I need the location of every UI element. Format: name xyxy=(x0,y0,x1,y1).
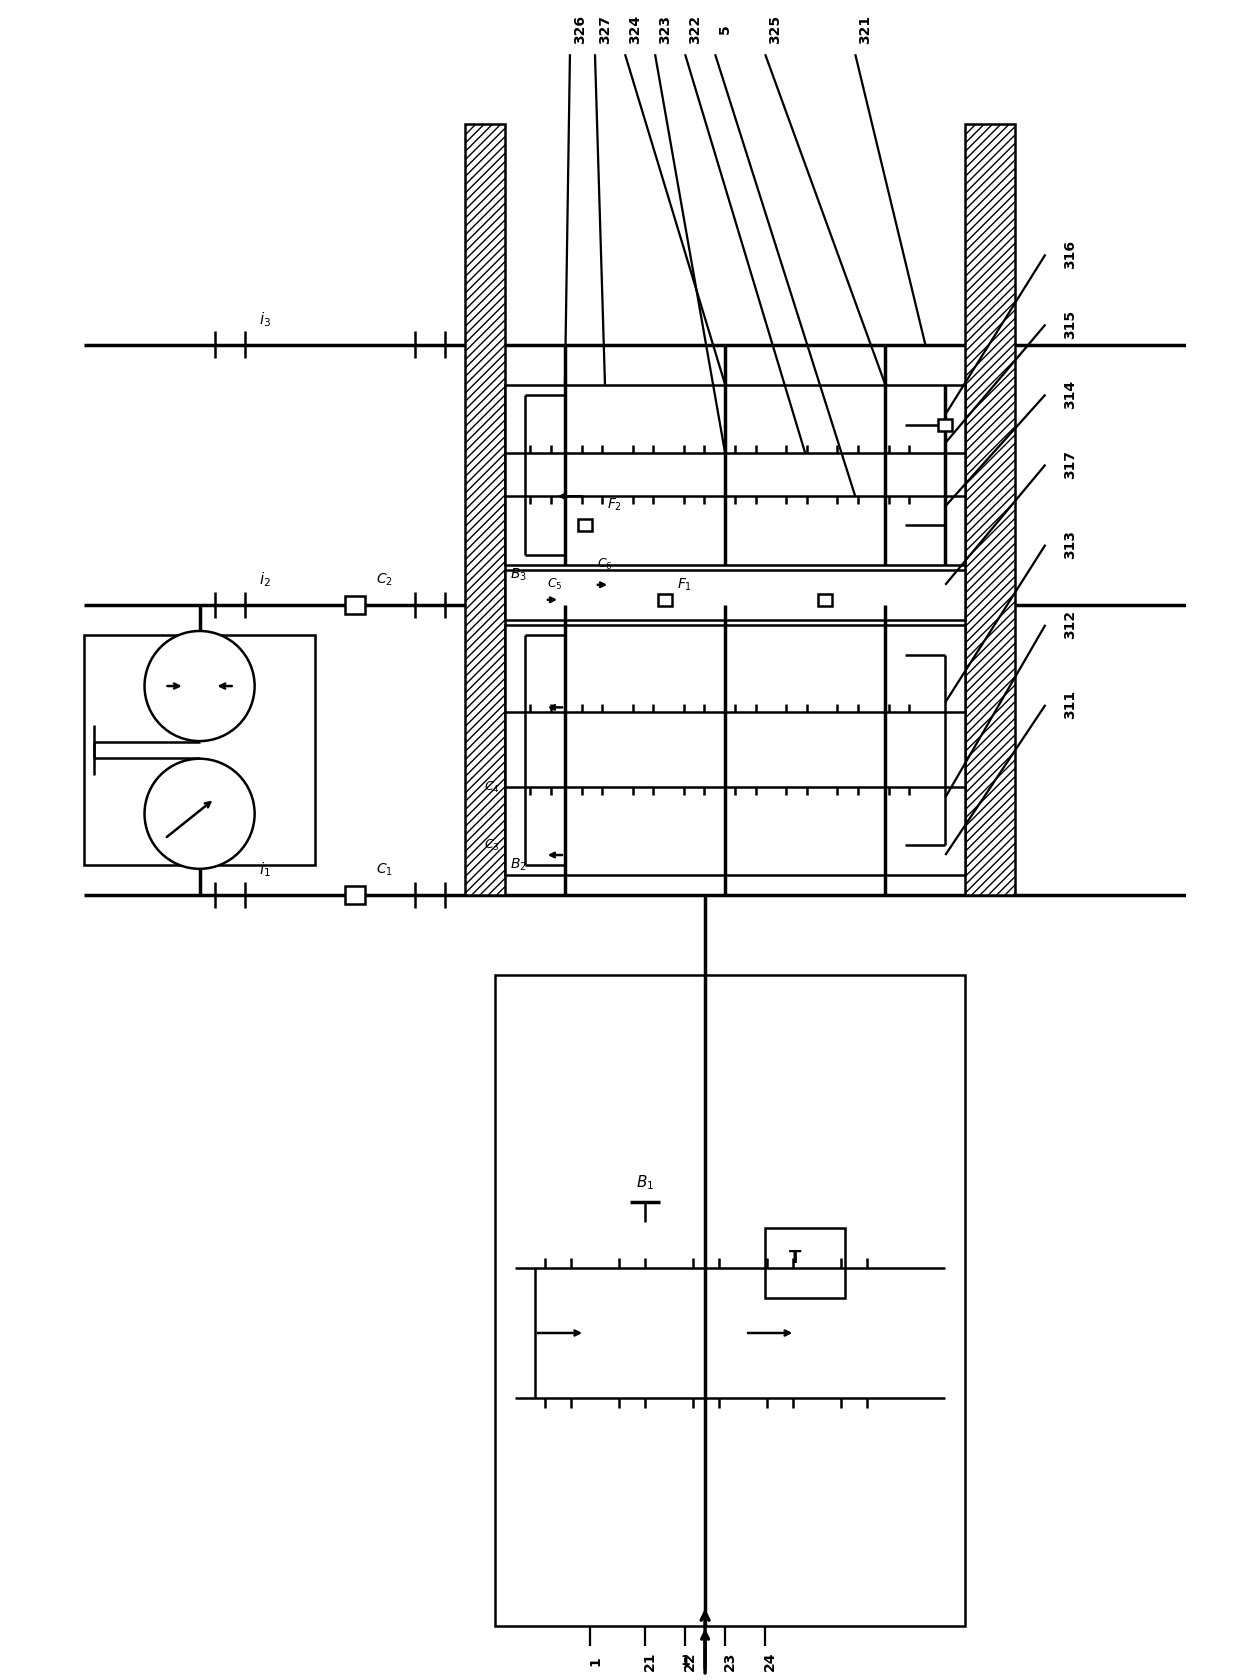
Text: $i_1$: $i_1$ xyxy=(259,860,270,879)
Text: 323: 323 xyxy=(658,15,672,44)
Text: $F_1$: $F_1$ xyxy=(677,576,693,593)
Bar xyxy=(495,974,966,1626)
Text: $C_4$: $C_4$ xyxy=(484,780,500,795)
Text: 311: 311 xyxy=(1064,690,1078,719)
Bar xyxy=(84,635,315,865)
Bar xyxy=(818,593,832,606)
Text: 324: 324 xyxy=(627,15,642,44)
Circle shape xyxy=(145,632,254,741)
Text: $i_3$: $i_3$ xyxy=(259,311,270,329)
Text: $B_1$: $B_1$ xyxy=(636,1173,655,1191)
Bar xyxy=(465,124,505,895)
Text: 22: 22 xyxy=(683,1651,697,1670)
Text: 314: 314 xyxy=(1064,380,1078,410)
Circle shape xyxy=(145,759,254,869)
Text: 316: 316 xyxy=(1064,240,1078,269)
Bar xyxy=(658,593,672,606)
Text: 321: 321 xyxy=(858,15,872,44)
Text: $C_6$: $C_6$ xyxy=(598,558,613,573)
Text: $F_2$: $F_2$ xyxy=(608,497,622,512)
Text: $C_3$: $C_3$ xyxy=(485,837,500,852)
Text: $C_2$: $C_2$ xyxy=(376,571,393,588)
Text: 326: 326 xyxy=(573,15,587,44)
Bar xyxy=(505,385,966,564)
Text: T: T xyxy=(789,1248,801,1267)
Text: 312: 312 xyxy=(1064,610,1078,640)
Bar xyxy=(505,570,966,620)
Text: 21: 21 xyxy=(644,1651,657,1670)
Text: $i_2$: $i_2$ xyxy=(259,571,270,590)
Text: 313: 313 xyxy=(1064,531,1078,559)
Bar xyxy=(765,1228,846,1299)
Text: 23: 23 xyxy=(723,1651,737,1670)
Bar xyxy=(505,625,966,875)
Text: 1: 1 xyxy=(681,1653,689,1668)
Text: 327: 327 xyxy=(598,15,613,44)
Text: 24: 24 xyxy=(763,1651,777,1670)
Bar xyxy=(345,885,365,904)
Text: 322: 322 xyxy=(688,15,702,44)
Bar xyxy=(939,418,952,430)
Text: 315: 315 xyxy=(1064,309,1078,339)
Text: 317: 317 xyxy=(1064,450,1078,479)
Bar xyxy=(578,519,591,531)
Text: 1: 1 xyxy=(588,1656,601,1665)
Text: $B_2$: $B_2$ xyxy=(510,857,527,874)
Text: 325: 325 xyxy=(768,15,782,44)
Text: $C_1$: $C_1$ xyxy=(376,862,393,879)
Bar xyxy=(966,124,1016,895)
Bar xyxy=(345,596,365,613)
Text: $C_5$: $C_5$ xyxy=(547,578,563,593)
Text: $B_3$: $B_3$ xyxy=(510,566,527,583)
Text: 5: 5 xyxy=(718,24,732,34)
